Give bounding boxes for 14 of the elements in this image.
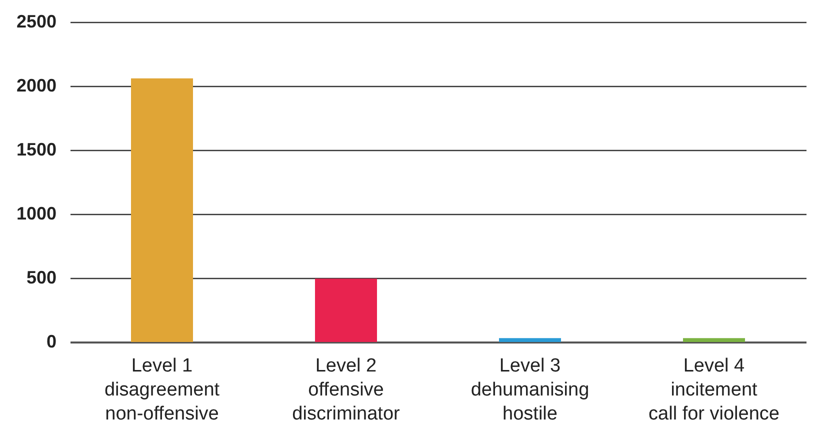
x-tick-label: Level 1 disagreement non-offensive — [104, 356, 220, 424]
y-tick-label: 0 — [46, 332, 56, 352]
y-tick-label: 500 — [26, 268, 56, 288]
y-tick-label: 2500 — [16, 12, 56, 32]
x-tick-label: Level 4 incitement call for violence — [648, 356, 780, 424]
y-tick-label: 2000 — [16, 76, 56, 96]
bar — [499, 338, 561, 342]
x-tick-label: Level 3 dehumanising hostile — [470, 356, 590, 424]
x-tick-label: Level 2 offensive discriminator — [292, 356, 401, 424]
y-tick-label: 1500 — [16, 140, 56, 160]
y-tick-label: 1000 — [16, 204, 56, 224]
bar — [683, 338, 745, 342]
bar — [131, 78, 193, 342]
bar — [315, 278, 377, 342]
